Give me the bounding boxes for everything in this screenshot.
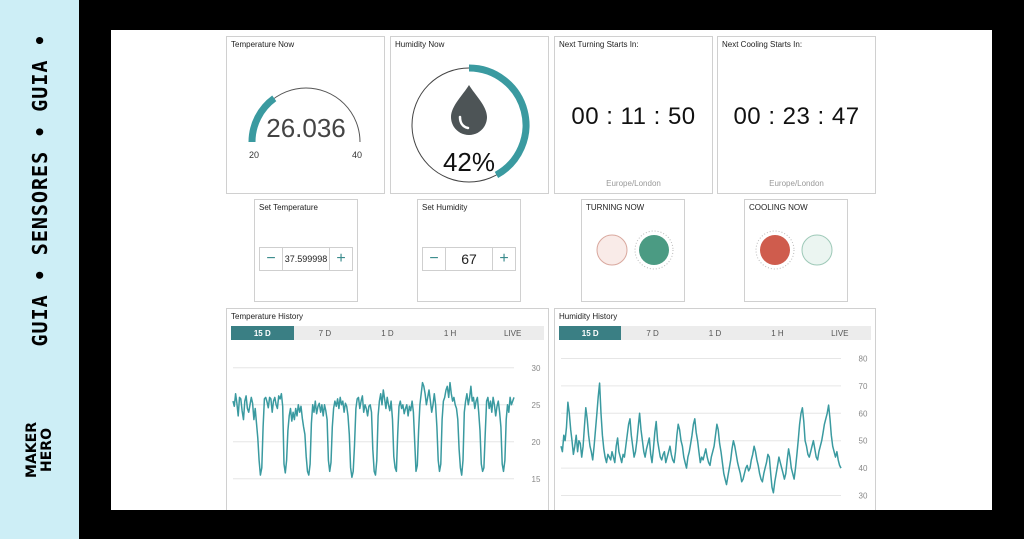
cooling-countdown: 00 : 23 : 47 (733, 103, 860, 130)
temperature-min-label: 20 (249, 150, 259, 160)
cooling-now-title: COOLING NOW (749, 203, 808, 212)
temperature-max-label: 40 (352, 150, 362, 160)
cooling-timezone: Europe/London (769, 179, 824, 188)
humidity-history-widget: Humidity History 15 D 7 D 1 D 1 H LIVE 8… (554, 308, 876, 510)
turning-now-title: TURNING NOW (586, 203, 645, 212)
temperature-gauge-fill (248, 95, 277, 143)
turning-now-widget: TURNING NOW (581, 199, 685, 302)
temperature-now-title: Temperature Now (231, 40, 295, 49)
temp-tab-15d[interactable]: 15 D (231, 326, 294, 340)
temp-tab-7d[interactable]: 7 D (318, 328, 332, 338)
humidity-history-series-line (560, 382, 842, 494)
humidity-now-title: Humidity Now (395, 40, 445, 49)
dashboard: Temperature Now 26.036 20 40 Humidity No… (111, 30, 992, 510)
humidity-decrement-button[interactable]: − (429, 250, 439, 267)
hum-tab-1d[interactable]: 1 D (708, 328, 722, 338)
humidity-stepper: − 67 + (422, 247, 516, 271)
humidity-history-y-tick-label: 40 (859, 464, 868, 473)
humidity-history-y-tick-label: 50 (859, 437, 868, 446)
humidity-gauge-fill (468, 64, 530, 179)
turning-timezone: Europe/London (606, 179, 661, 188)
turning-countdown: 00 : 11 : 50 (571, 103, 696, 130)
humidity-history-y-tick-label: 60 (859, 409, 868, 418)
cooling-now-widget: COOLING NOW (744, 199, 848, 302)
cooling-timer-title: Next Cooling Starts In: (722, 40, 803, 49)
set-humidity-title: Set Humidity (422, 203, 468, 212)
temperature-history-series-line (232, 381, 515, 479)
turning-now-indicators (596, 230, 674, 270)
humidity-now-widget: Humidity Now 42% (390, 36, 549, 194)
cooling-off-indicator[interactable] (801, 234, 833, 266)
humidity-history-y-tick-label: 30 (859, 492, 868, 501)
hum-tab-live[interactable]: LIVE (831, 328, 849, 338)
cooling-on-indicator[interactable] (760, 235, 790, 265)
banner-text: GUIA • SENSORES • GUIA • (28, 33, 52, 347)
hum-tab-7d[interactable]: 7 D (646, 328, 659, 338)
temperature-history-widget: Temperature History 15 D 7 D 1 D 1 H LIV… (226, 308, 549, 510)
humidity-history-y-tick-label: 80 (859, 354, 868, 363)
turning-on-indicator[interactable] (639, 235, 669, 265)
hum-tab-15d[interactable]: 15 D (559, 326, 622, 340)
turning-on-halo (634, 230, 674, 270)
set-temperature-title: Set Temperature (259, 203, 318, 212)
temp-tab-1d[interactable]: 1 D (381, 328, 394, 338)
temperature-history-chart: 30 25 20 15 (232, 364, 541, 484)
temperature-history-title: Temperature History (231, 312, 304, 321)
temp-tab-live[interactable]: LIVE (504, 328, 522, 338)
logo-line-2: HERO (39, 428, 55, 472)
turning-timer-widget: Next Turning Starts In: 00 : 11 : 50 Eur… (554, 36, 713, 194)
humidity-value: 42% (443, 147, 495, 177)
banner-sidebar: GUIA • SENSORES • GUIA • MAKER HERO (0, 0, 79, 539)
humidity-history-title: Humidity History (559, 312, 618, 321)
humidity-history-chart: 80 70 60 50 40 30 (560, 354, 868, 501)
cooling-on-halo (755, 230, 795, 270)
logo-line-1: MAKER (24, 422, 40, 478)
temperature-setpoint-input[interactable]: 37.599998 (282, 248, 330, 270)
temperature-history-y-tick-label: 25 (532, 401, 541, 410)
set-humidity-widget: Set Humidity − 67 + (417, 199, 521, 302)
temp-tab-1h[interactable]: 1 H (443, 328, 457, 338)
temperature-history-y-tick-label: 15 (532, 475, 541, 484)
humidity-history-y-tick-label: 70 (859, 382, 868, 391)
temperature-increment-button[interactable]: + (336, 250, 346, 267)
humidity-setpoint-input[interactable]: 67 (445, 248, 493, 270)
hum-tab-1h[interactable]: 1 H (771, 328, 784, 338)
temperature-history-y-tick-label: 20 (532, 438, 541, 447)
temperature-history-tabs: 15 D 7 D 1 D 1 H LIVE (231, 326, 544, 340)
temperature-stepper: − 37.599998 + (259, 247, 353, 271)
temperature-value: 26.036 (266, 113, 346, 143)
turning-timer-title: Next Turning Starts In: (559, 40, 639, 49)
temperature-decrement-button[interactable]: − (266, 250, 276, 267)
set-temperature-widget: Set Temperature − 37.599998 + (254, 199, 358, 302)
temperature-now-widget: Temperature Now 26.036 20 40 (226, 36, 385, 194)
temperature-history-y-tick-label: 30 (532, 364, 541, 373)
turning-off-indicator[interactable] (596, 234, 628, 266)
water-drop-icon (451, 85, 487, 135)
humidity-increment-button[interactable]: + (499, 250, 509, 267)
temperature-gauge: 26.036 20 40 (248, 87, 362, 160)
makerhero-logo: MAKER HERO (24, 422, 55, 478)
cooling-timer-widget: Next Cooling Starts In: 00 : 23 : 47 Eur… (717, 36, 876, 194)
humidity-history-tabs: 15 D 7 D 1 D 1 H LIVE (559, 326, 871, 340)
cooling-now-indicators (755, 230, 833, 270)
humidity-gauge: 42% (411, 64, 530, 183)
